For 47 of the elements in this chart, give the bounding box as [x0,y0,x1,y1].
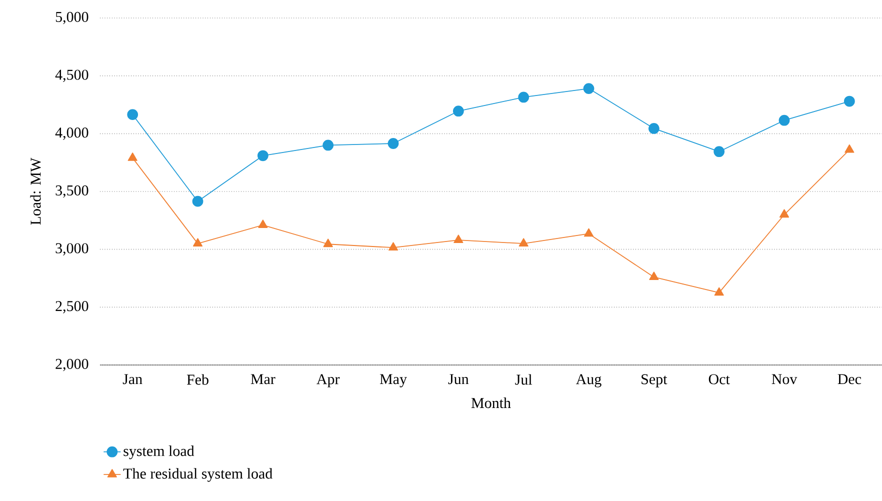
point [257,150,268,162]
point [844,144,854,153]
point [192,238,203,246]
y-tick-label: 5,000 [56,12,88,24]
point [584,228,594,237]
point [454,234,464,244]
point [583,83,594,94]
point [649,272,659,280]
x-tick-label: Aug [576,374,602,388]
point [518,92,530,103]
point [714,287,724,296]
point [714,146,725,158]
x-tick-label: Dec [838,374,862,384]
x-axis-title: Month [471,398,511,408]
point [518,238,528,246]
y-tick-label: 4,500 [55,70,88,82]
y-tick-label: 2,500 [56,301,88,314]
y-tick-label: 3,500 [56,185,88,198]
x-tick-label: Oct [708,374,730,384]
x-tick-label: Nov [772,374,798,384]
point [648,123,660,134]
y-axis-title: Load: MW [30,158,41,225]
point [128,152,138,161]
point [258,220,268,228]
y-tick-label: 2,000 [56,358,88,372]
point [322,140,334,151]
point [844,96,855,107]
y-tick-label: 3,000 [56,243,88,256]
point [323,238,333,248]
y-tick-label: 4,000 [55,128,88,140]
legend-label: The residual system load [123,468,272,482]
point [778,114,790,126]
x-tick-label: Jul [515,374,532,385]
point [127,109,138,120]
point [452,106,464,117]
point [779,209,790,218]
x-tick-label: May [380,374,407,388]
x-tick-label: Jan [122,374,142,384]
point [388,242,398,251]
x-tick-label: Feb [186,374,208,385]
x-tick-label: Jun [448,374,469,384]
x-tick-label: Mar [250,374,276,384]
point [388,138,399,149]
x-tick-label: Sept [642,374,668,388]
point [192,196,204,207]
x-tick-label: Apr [316,374,340,388]
legend-label: system load [124,446,194,460]
